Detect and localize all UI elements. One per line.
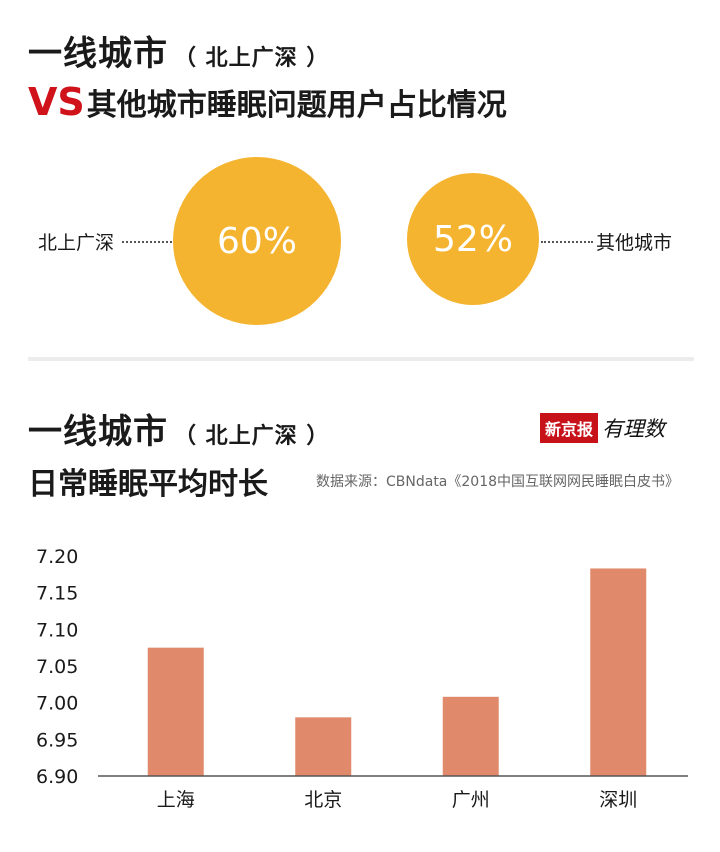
bubble-first-tier: 60% [173,157,341,325]
x-tick-label: 广州 [452,789,490,811]
bubble-other-cities-value: 52% [432,218,513,260]
bubble-first-tier-value: 60% [216,220,297,262]
bar-4 [590,568,647,776]
y-tick-label: 7.15 [36,583,78,605]
chart-title: 日常睡眠平均时长 [28,467,268,502]
right-connector-line [541,241,593,243]
y-tick-label: 6.95 [36,729,78,751]
left-connector-line [122,241,172,243]
bubble-right-label: 其他城市 [596,232,673,254]
x-tick-label: 上海 [157,789,195,811]
y-tick-label: 7.05 [36,656,78,678]
vs-label: VS [28,80,85,124]
section2-title: 一线城市（ 北上广深 ） [28,404,329,453]
y-tick-label: 7.00 [36,693,78,715]
section1-title-paren: （ 北上广深 ） [174,46,330,71]
logo-script: 有理数 [602,417,666,441]
section1-subtitle-text: 其他城市睡眠问题用户占比情况 [86,88,507,123]
x-tick-label: 北京 [304,789,342,811]
bubble-left-label: 北上广深 [38,232,115,254]
bar-2 [295,717,352,776]
data-source: 数据来源：CBNdata《2018中国互联网网民睡眠白皮书》 [316,474,680,490]
bar-1 [147,647,204,776]
y-tick-label: 7.10 [36,619,78,641]
y-tick-label: 6.90 [36,766,78,788]
bar-chart: 6.90 6.95 7.00 7.05 7.10 7.15 7.20 上海 北京 广州 深圳 [36,546,688,811]
section1-subtitle: VS其他城市睡眠问题用户占比情况 [28,80,507,124]
bubble-other-cities: 52% [407,173,539,305]
section2-title-paren: （ 北上广深 ） [174,424,330,449]
y-tick-label: 7.20 [36,546,78,568]
section1-title: 一线城市（ 北上广深 ） [28,26,329,75]
bar-3 [442,696,499,776]
x-tick-label: 深圳 [599,789,637,811]
logo-text: 新京报 [540,413,599,443]
brand-logo: 新京报 有理数 [540,413,665,443]
section-divider [28,357,694,361]
section2-title-main: 一线城市 [28,412,168,452]
section1-title-main: 一线城市 [28,34,168,74]
